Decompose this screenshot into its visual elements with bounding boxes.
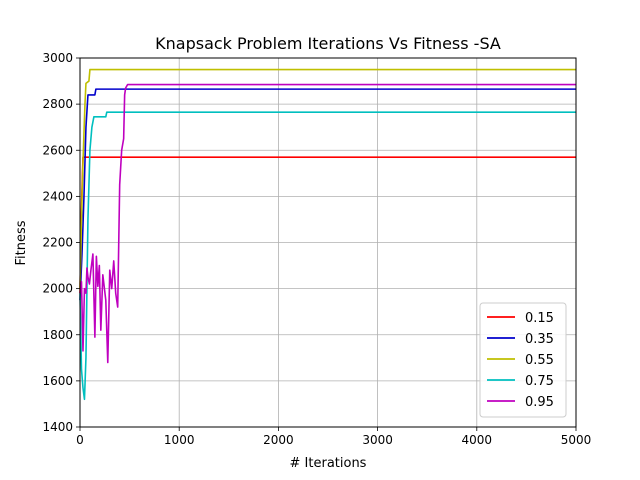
axis-ticks: 0 1000 2000 3000 4000 5000 1400 1600 1800 2000 220… [42,51,591,447]
y-tick-label: 1400 [42,420,73,434]
series-lines [79,68,576,401]
x-tick-label: 2000 [263,433,294,447]
chart-title: Knapsack Problem Iterations Vs Fitness -… [155,34,501,53]
y-tick-label: 2600 [42,143,73,157]
x-tick-label: 3000 [362,433,393,447]
x-tick-label: 0 [76,433,84,447]
legend-label: 0.35 [525,332,554,347]
y-tick-label: 1800 [42,328,73,342]
x-tick-label: 5000 [561,433,592,447]
x-tick-label: 1000 [164,433,195,447]
y-tick-label: 2400 [42,189,73,203]
legend-label: 0.95 [525,395,554,410]
x-tick-label: 4000 [462,433,493,447]
legend-box [479,302,567,418]
y-axis-label: Fitness [14,220,29,265]
legend-label: 0.75 [525,374,554,389]
series-line-0.75 [79,111,576,401]
y-tick-label: 2800 [42,97,73,111]
y-tick-label: 2000 [42,282,73,296]
legend-label: 0.55 [525,353,554,368]
series-line-0.95 [79,83,576,364]
x-axis-label: # Iterations [290,456,367,471]
y-tick-label: 2200 [42,236,73,250]
legend-label: 0.15 [525,311,554,326]
y-tick-label: 1600 [42,374,73,388]
y-tick-label: 3000 [42,51,73,65]
series-line-0.55 [79,68,576,289]
series-line-0.35 [79,88,576,301]
legend: 0.15 0.35 0.55 0.75 0.95 [479,302,567,418]
